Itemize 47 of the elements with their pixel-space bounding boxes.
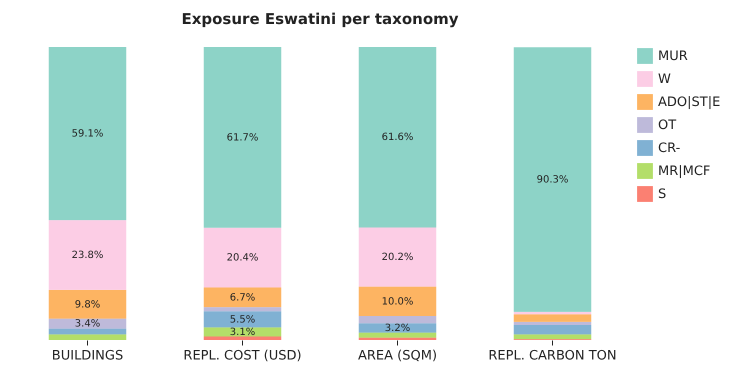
bar xyxy=(204,307,282,312)
bar xyxy=(204,47,282,228)
bar xyxy=(514,47,592,312)
bar xyxy=(48,47,126,220)
data-label: 10.0% xyxy=(382,296,414,308)
bar xyxy=(358,316,436,324)
data-label: 6.7% xyxy=(230,292,256,304)
data-label: 3.1% xyxy=(230,326,256,338)
data-label: 61.7% xyxy=(226,132,258,144)
bar xyxy=(514,334,592,340)
bar xyxy=(204,288,282,308)
bar xyxy=(514,314,592,322)
chart-title: Exposure Eswatini per taxonomy xyxy=(181,10,459,28)
bar xyxy=(48,328,126,334)
x-tick-label: BUILDINGS xyxy=(52,348,124,364)
legend-label: OT xyxy=(658,118,676,133)
legend-label: MR|MCF xyxy=(658,164,710,179)
data-label: 5.5% xyxy=(230,314,256,326)
bar xyxy=(204,311,282,328)
data-label: 3.4% xyxy=(74,318,100,330)
bar xyxy=(204,336,282,340)
bar xyxy=(514,322,592,326)
data-label: 23.8% xyxy=(72,250,104,262)
legend-label: CR- xyxy=(658,141,681,156)
data-label: 20.4% xyxy=(226,252,258,264)
bar xyxy=(204,228,282,288)
bar xyxy=(48,334,126,340)
legend-label: S xyxy=(658,187,666,202)
bar xyxy=(514,325,592,334)
bar xyxy=(358,332,436,338)
bar xyxy=(48,290,126,319)
data-label: 20.2% xyxy=(382,252,414,264)
data-label: 9.8% xyxy=(74,299,100,310)
data-label: 90.3% xyxy=(536,174,568,186)
data-label: 3.2% xyxy=(384,322,410,334)
data-label: 61.6% xyxy=(382,132,414,144)
legend-label: W xyxy=(658,72,671,87)
legend-label: MUR xyxy=(658,49,688,64)
x-tick-label: REPL. COST (USD) xyxy=(183,348,302,364)
bar xyxy=(48,220,126,290)
data-label: 59.1% xyxy=(72,128,104,140)
bar xyxy=(358,286,436,316)
x-tick-label: REPL. CARBON TON xyxy=(488,348,617,364)
bar xyxy=(358,47,436,228)
legend-label: ADO|ST|E xyxy=(658,95,720,110)
x-tick-label: AREA (SQM) xyxy=(358,348,438,364)
bar xyxy=(358,227,436,287)
